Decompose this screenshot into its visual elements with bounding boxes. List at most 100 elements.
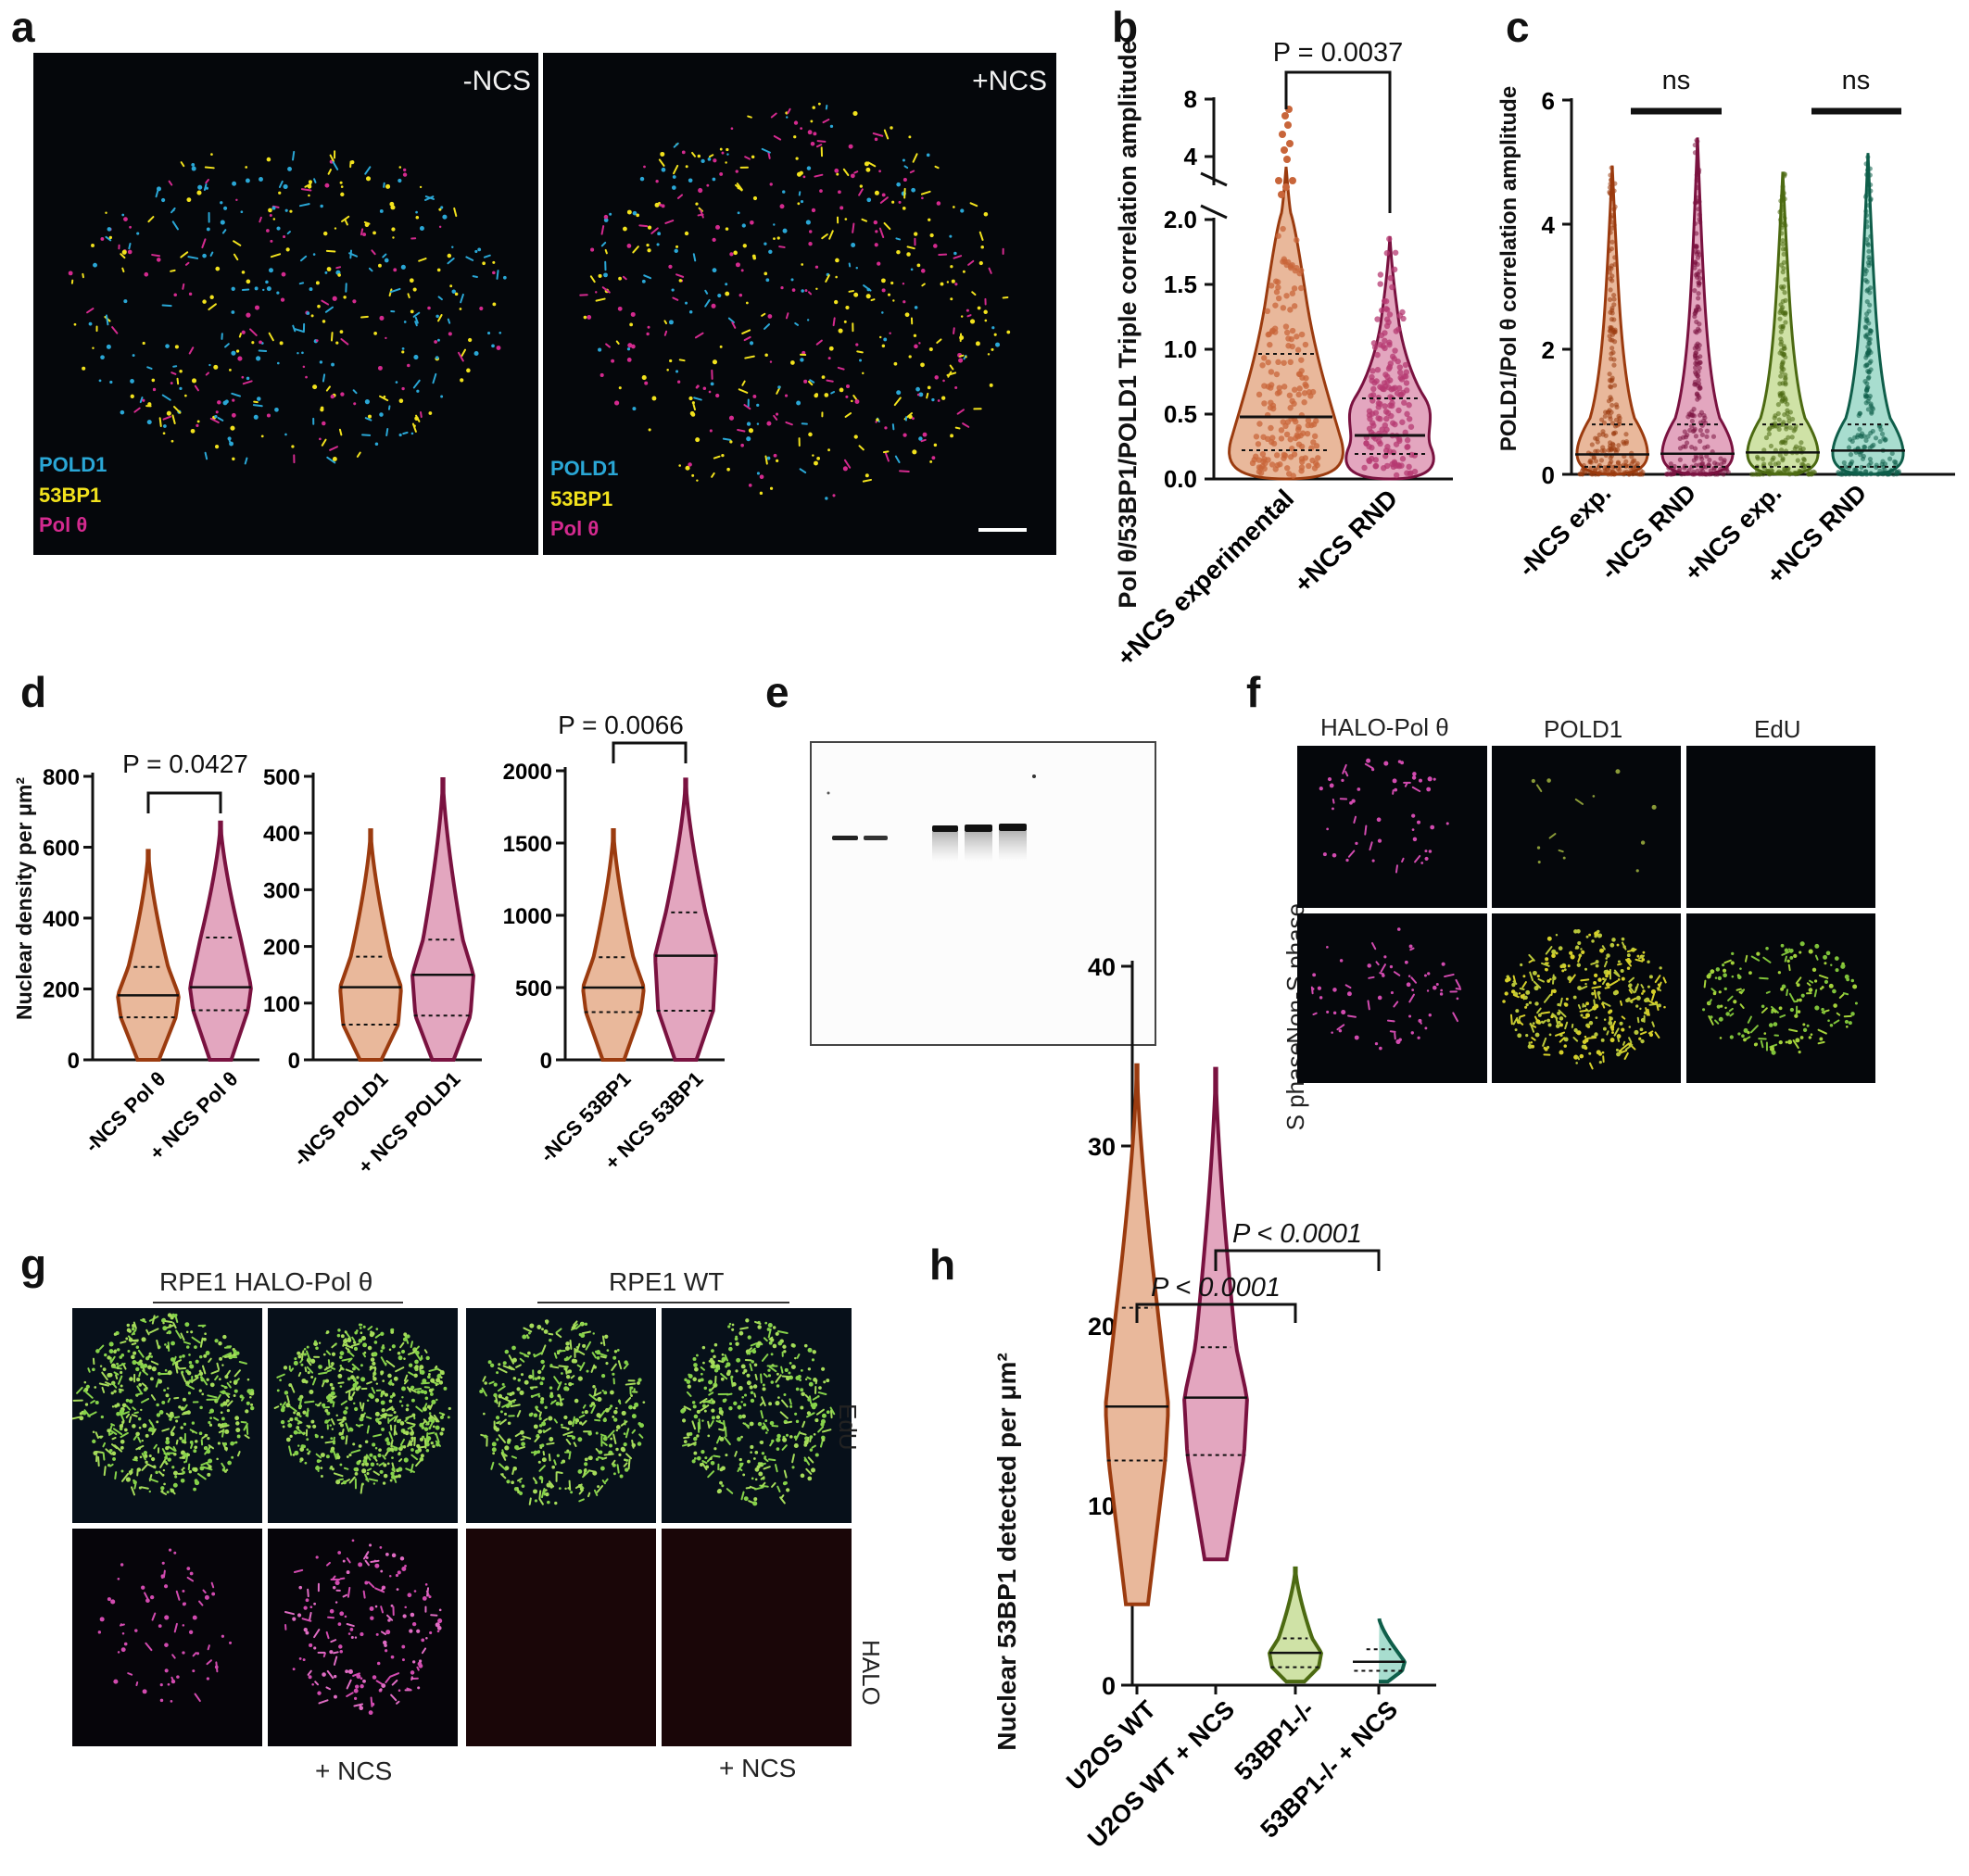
chart-c-point (1792, 446, 1798, 451)
panel-label-b: b (1112, 3, 1139, 51)
chart-c-ytick-6: 6 (1542, 87, 1555, 115)
chart-c-point (1780, 242, 1786, 247)
chart-c-point (1593, 467, 1598, 472)
western-blot (810, 741, 1156, 1046)
chart-c-point (1865, 154, 1871, 160)
blot-bands (827, 774, 1036, 862)
chart-b-ytick-4: 4 (1184, 143, 1198, 170)
chart-c-point (1862, 469, 1868, 474)
panel-f-nonS-halo (1297, 746, 1487, 908)
chart-c-point (1768, 443, 1774, 449)
chart-c-point (1724, 465, 1730, 471)
panel-g-halo-1 (72, 1529, 262, 1746)
chart-c-point (1696, 207, 1701, 212)
chart-c-point (1677, 446, 1684, 451)
chart-b-dots-2 (1361, 235, 1419, 479)
chart-c-point (1611, 188, 1617, 194)
chart-c-point (1609, 325, 1614, 331)
chart-c-point (1589, 442, 1595, 447)
chart-c-point (1781, 251, 1786, 257)
chart-c-point (1781, 212, 1786, 219)
chart-c-point (1609, 402, 1615, 409)
chart-c-point (1608, 395, 1613, 400)
chart-c-point (1698, 220, 1703, 225)
chart-c-point (1695, 195, 1701, 201)
chart-b-pvalue: P = 0.0037 (1273, 38, 1404, 68)
chart-c-point (1780, 246, 1786, 252)
chart-c-point (1699, 432, 1705, 437)
chart-c-point (1697, 212, 1702, 218)
chart-c-point (1786, 414, 1791, 421)
chart-c-point (1783, 372, 1788, 378)
chart-c-point (1632, 458, 1637, 463)
chart-c-point (1608, 337, 1613, 343)
chart-c-point (1690, 428, 1697, 434)
panel-g-group-left: RPE1 HALO-Pol θ (159, 1267, 373, 1296)
chart-d-ytick: 1500 (503, 832, 552, 857)
chart-c-point (1608, 181, 1613, 187)
chart-c-point (1695, 271, 1700, 277)
chart-c-point (1607, 371, 1612, 377)
chart-c-point (1841, 460, 1847, 466)
chart-c-point (1694, 172, 1699, 178)
chart-c-point (1711, 460, 1718, 466)
chart-c-point (1613, 402, 1620, 408)
chart-c-point (1692, 142, 1698, 148)
chart-c-point (1881, 435, 1887, 441)
panel-f-col-header-1: HALO-Pol θ (1320, 713, 1449, 741)
panel-g-halo-2 (268, 1529, 458, 1746)
chart-c-point (1783, 277, 1788, 283)
chart-c-point (1692, 288, 1698, 294)
chart-c-point (1778, 324, 1784, 330)
chart-c-point (1676, 469, 1682, 474)
chart-c-point (1858, 433, 1863, 438)
chart-b-ytick-0.0: 0.0 (1164, 465, 1197, 493)
chart-c-point (1780, 183, 1786, 190)
chart-c-point (1787, 425, 1793, 431)
chart-c-point (1701, 418, 1707, 423)
chart-c-point (1780, 458, 1786, 463)
chart-c-point (1704, 453, 1710, 460)
chart-h-sig-bracket-2 (1214, 1249, 1381, 1271)
panel-label-g: g (20, 1240, 47, 1289)
panel-label-e: e (765, 668, 789, 716)
chart-c-point (1607, 184, 1613, 190)
channel-label-53bp1-2: 53BP1 (550, 487, 613, 510)
chart-c-point (1692, 220, 1698, 227)
chart-c-ylabel: POLD1/Pol θ correlation amplitude (1496, 86, 1521, 451)
chart-d: Nuclear density per μm² 0200400600800-NC… (12, 711, 725, 1178)
chart-c-point (1695, 184, 1700, 191)
chart-c-point (1612, 255, 1618, 260)
chart-c-point (1694, 245, 1699, 250)
chart-c-point (1608, 440, 1613, 446)
chart-c-point (1783, 320, 1788, 325)
chart-c-point (1878, 471, 1884, 476)
chart-h-violin-1-body (1104, 1063, 1170, 1606)
chart-c-point (1860, 456, 1866, 461)
chart-c-point (1630, 472, 1635, 477)
chart-c-point (1615, 460, 1622, 465)
chart-d-ytick: 0 (68, 1049, 80, 1074)
chart-c-point (1866, 336, 1872, 342)
chart-b-ytick-1.0: 1.0 (1164, 335, 1197, 363)
panel-g-edu-4 (662, 1308, 852, 1523)
chart-c-point (1611, 362, 1617, 368)
chart-c-point (1864, 236, 1870, 243)
chart-c-point (1866, 321, 1872, 326)
chart-c-point (1609, 273, 1615, 279)
chart-c-point (1608, 356, 1614, 361)
chart-c-point (1591, 455, 1597, 460)
chart-c-point (1783, 467, 1788, 472)
chart-d-ytick: 2000 (503, 760, 552, 785)
chart-c-ns-1: ns (1662, 66, 1691, 95)
chart-d-ytick: 400 (263, 822, 300, 847)
panel-g-edu-3 (466, 1308, 656, 1523)
chart-c-point (1868, 359, 1874, 364)
chart-c-point (1610, 469, 1616, 475)
chart-c-point (1864, 288, 1870, 294)
chart-d-ytick: 500 (263, 765, 300, 790)
chart-c-point (1693, 434, 1699, 439)
chart-c-point (1751, 472, 1757, 477)
chart-c-point (1795, 458, 1800, 463)
